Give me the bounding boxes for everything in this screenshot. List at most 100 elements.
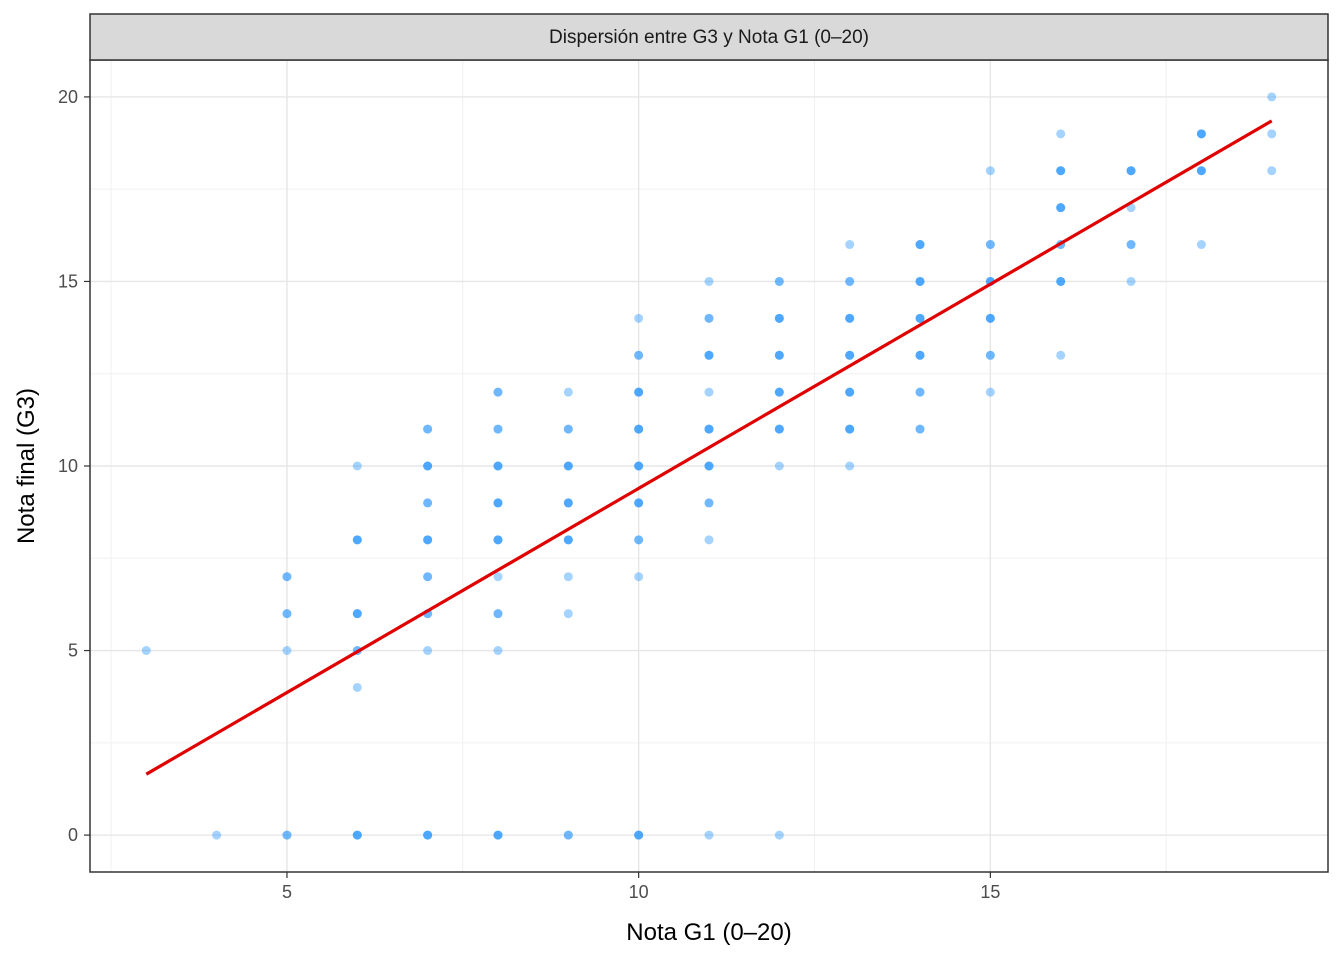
data-point	[282, 572, 292, 582]
data-point	[352, 609, 362, 619]
data-point	[774, 387, 784, 397]
data-point	[704, 387, 714, 397]
data-point	[1267, 92, 1277, 102]
data-point	[845, 424, 855, 434]
data-point	[1196, 129, 1206, 139]
data-point	[352, 830, 362, 840]
data-point	[423, 535, 433, 545]
data-point	[704, 313, 714, 323]
data-point	[704, 535, 714, 545]
data-point	[774, 350, 784, 360]
data-point	[563, 498, 573, 508]
data-point	[1056, 203, 1066, 213]
y-tick-label: 20	[58, 87, 78, 107]
data-point	[493, 535, 503, 545]
data-point	[845, 461, 855, 471]
data-point	[774, 313, 784, 323]
data-point	[352, 830, 362, 840]
x-tick-label: 10	[629, 882, 649, 902]
data-point	[634, 461, 644, 471]
data-point	[1056, 166, 1066, 176]
data-point	[985, 313, 995, 323]
data-point	[774, 313, 784, 323]
data-point	[423, 572, 433, 582]
data-point	[915, 240, 925, 250]
data-point	[845, 387, 855, 397]
data-point	[352, 609, 362, 619]
data-point	[704, 350, 714, 360]
data-point	[915, 350, 925, 360]
data-point	[423, 424, 433, 434]
data-point	[704, 498, 714, 508]
data-point	[985, 350, 995, 360]
data-point	[1196, 240, 1206, 250]
data-point	[563, 461, 573, 471]
data-point	[493, 572, 503, 582]
data-point	[634, 424, 644, 434]
data-point	[563, 387, 573, 397]
data-point	[845, 313, 855, 323]
data-point	[352, 609, 362, 619]
data-point	[1056, 276, 1066, 286]
data-point	[845, 387, 855, 397]
data-point	[774, 276, 784, 286]
x-axis-ticks: 5 10 15	[282, 872, 1000, 902]
data-point	[493, 830, 503, 840]
data-point	[1196, 166, 1206, 176]
data-point	[634, 424, 644, 434]
y-axis-title: Nota final (G3)	[13, 388, 40, 544]
data-point	[915, 424, 925, 434]
data-point	[493, 535, 503, 545]
data-point	[282, 609, 292, 619]
x-tick-label: 15	[980, 882, 1000, 902]
data-point	[845, 424, 855, 434]
data-point	[704, 830, 714, 840]
data-point	[634, 572, 644, 582]
data-point	[1126, 166, 1136, 176]
data-point	[845, 350, 855, 360]
data-point	[563, 830, 573, 840]
data-point	[704, 276, 714, 286]
data-point	[634, 535, 644, 545]
data-point	[1056, 276, 1066, 286]
data-point	[493, 461, 503, 471]
data-point	[493, 461, 503, 471]
data-point	[774, 424, 784, 434]
data-point	[1056, 129, 1066, 139]
data-point	[563, 498, 573, 508]
data-point	[915, 424, 925, 434]
data-point	[1196, 166, 1206, 176]
data-point	[1126, 240, 1136, 250]
data-point	[563, 572, 573, 582]
data-point	[493, 387, 503, 397]
data-point	[282, 609, 292, 619]
chart-title: Dispersión entre G3 y Nota G1 (0–20)	[549, 27, 869, 48]
data-point	[423, 830, 433, 840]
data-point	[423, 498, 433, 508]
y-tick-label: 0	[68, 825, 78, 845]
data-point	[282, 646, 292, 656]
data-point	[774, 830, 784, 840]
data-point	[1056, 203, 1066, 213]
data-point	[704, 313, 714, 323]
data-point	[845, 313, 855, 323]
data-point	[352, 535, 362, 545]
y-tick-label: 10	[58, 456, 78, 476]
data-point	[704, 424, 714, 434]
data-point	[845, 350, 855, 360]
major-gridlines	[90, 60, 1328, 872]
data-point	[563, 535, 573, 545]
data-point	[985, 350, 995, 360]
data-point	[1196, 129, 1206, 139]
data-point	[985, 166, 995, 176]
data-point	[704, 424, 714, 434]
data-point	[1056, 276, 1066, 286]
data-point	[423, 830, 433, 840]
data-point	[915, 276, 925, 286]
data-point	[493, 609, 503, 619]
data-point	[423, 424, 433, 434]
y-tick-label: 5	[68, 641, 78, 661]
data-point	[915, 276, 925, 286]
data-point	[845, 313, 855, 323]
data-point	[915, 313, 925, 323]
